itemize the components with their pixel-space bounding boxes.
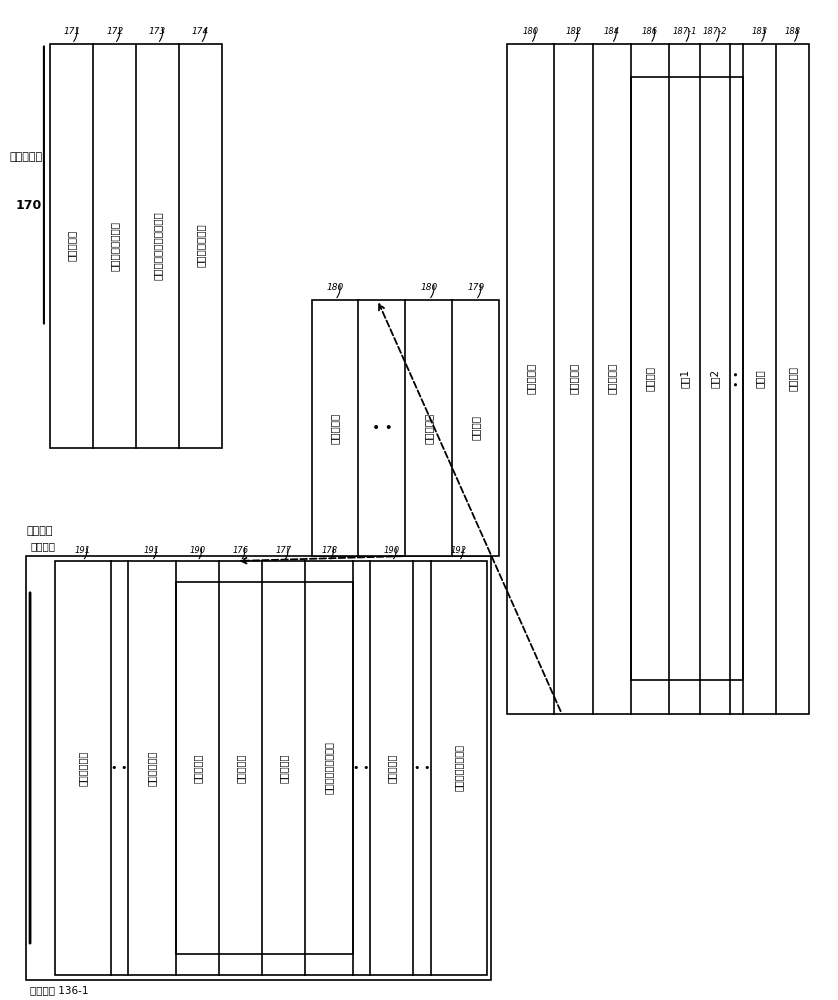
Text: 191: 191 [75,546,91,555]
Text: 187-1: 187-1 [672,27,696,36]
Text: 187-2: 187-2 [702,27,727,36]
Text: 180: 180 [420,283,437,292]
Bar [50,44,222,448]
Text: 177: 177 [276,546,292,555]
Text: 事件定义: 事件定义 [645,366,655,391]
Text: 应用程序 136-1: 应用程序 136-1 [30,985,89,995]
Bar [631,77,743,680]
Text: 事件2: 事件2 [710,369,720,388]
Bar [312,300,499,556]
Text: 事件接收器: 事件接收器 [568,363,578,394]
Text: 应用程序视图: 应用程序视图 [78,750,88,786]
Text: 事件分类器: 事件分类器 [9,152,42,162]
Text: • •: • • [111,763,127,773]
Text: 183: 183 [752,27,768,36]
Text: 事件辨识器: 事件辨识器 [424,412,434,444]
Bar [508,44,810,714]
Text: 182: 182 [566,27,582,36]
Text: • •: • • [414,763,431,773]
Text: 事件比较器: 事件比较器 [607,363,617,394]
Text: • •: • • [732,370,742,387]
Bar [176,582,353,954]
Bar [26,556,491,980]
Text: 事件处置器: 事件处置器 [387,753,397,783]
Text: 对象更新器: 对象更新器 [279,753,289,783]
Text: 事件辨识器: 事件辨识器 [330,412,340,444]
Text: • •: • • [371,421,392,435]
Text: 178: 178 [321,546,337,555]
Text: 171: 171 [63,27,80,36]
Text: 191: 191 [144,546,160,555]
Text: 188: 188 [785,27,801,36]
Text: 事件递送: 事件递送 [788,366,798,391]
Text: 应用程序内部状态: 应用程序内部状态 [454,744,464,791]
Text: 元数据: 元数据 [755,369,765,388]
Text: 事件数据: 事件数据 [471,415,481,440]
Text: 192: 192 [451,546,467,555]
Text: 174: 174 [192,27,209,36]
Text: 活动事件辨识器确定模块: 活动事件辨识器确定模块 [153,211,163,280]
Text: 图形用户接口更新器: 图形用户接口更新器 [324,742,334,794]
Bar [54,561,487,975]
Text: 事件监视器: 事件监视器 [67,230,77,261]
Text: 应用程序: 应用程序 [27,526,54,536]
Text: 179: 179 [467,283,484,292]
Text: 事件处置器: 事件处置器 [192,753,202,783]
Text: 190: 190 [384,546,400,555]
Text: 180: 180 [523,27,539,36]
Text: 数据更新器: 数据更新器 [235,753,246,783]
Text: 应用程序: 应用程序 [30,541,55,551]
Text: 172: 172 [106,27,123,36]
Text: 186: 186 [642,27,658,36]
Text: 180: 180 [327,283,344,292]
Text: 命中视图确定模块: 命中视图确定模块 [110,221,120,271]
Text: 事件辨识器: 事件辨识器 [525,363,535,394]
Text: 173: 173 [149,27,166,36]
Text: 事件调度器模块: 事件调度器模块 [195,224,205,267]
Text: 170: 170 [16,199,42,212]
Text: • •: • • [354,763,370,773]
Text: 190: 190 [189,546,205,555]
Text: 事件1: 事件1 [680,369,690,388]
Text: 184: 184 [603,27,620,36]
Text: 应用程序视图: 应用程序视图 [147,750,157,786]
Text: 176: 176 [232,546,249,555]
